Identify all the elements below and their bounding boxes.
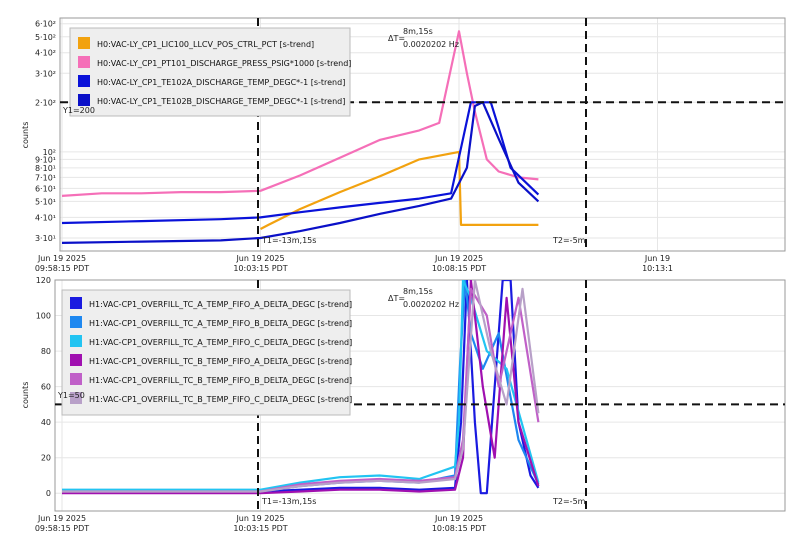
x-tick-label-date: Jun 19 2025 [235, 254, 284, 263]
top-delta-value: 8m,15s [403, 27, 433, 36]
y-tick-label: 100 [36, 312, 51, 321]
top-delta-freq: 0.0020202 Hz [403, 40, 459, 49]
legend-entry[interactable]: H1:VAC-CP1_OVERFILL_TC_B_TEMP_FIFO_C_DEL… [89, 395, 352, 404]
series-line-6 [62, 280, 540, 493]
bottom-delta-value: 8m,15s [403, 287, 433, 296]
bottom-t1-label: T1=-13m,15s [261, 497, 316, 506]
y-tick-label: 4·10¹ [35, 213, 56, 222]
x-tick-label-time: 10:03:15 PDT [233, 524, 287, 533]
y-tick-label: 7·10¹ [35, 173, 56, 182]
bottom-y-cursor-label: Y1=50 [57, 391, 85, 400]
y-tick-label: 60 [41, 383, 51, 392]
x-tick-label-date: Jun 19 2025 [37, 254, 86, 263]
y-tick-label: 2·10² [35, 98, 56, 107]
bottom-plot-frame [54, 279, 786, 512]
series-line-1 [259, 150, 539, 230]
x-tick-label-date: Jun 19 2025 [434, 254, 483, 263]
y-tick-label: 120 [36, 276, 51, 285]
legend-swatch [78, 56, 90, 68]
y-tick-label: 80 [41, 347, 51, 356]
legend-entry[interactable]: H0:VAC-LY_CP1_TE102A_DISCHARGE_TEMP_DEGC… [97, 78, 345, 87]
legend-entry[interactable]: H1:VAC-CP1_OVERFILL_TC_B_TEMP_FIFO_B_DEL… [89, 376, 352, 385]
x-tick-label-time: 10:03:15 PDT [233, 264, 287, 273]
top-y-cursor-label: Y1=200 [62, 106, 95, 115]
bottom-y-axis-label: counts [21, 382, 30, 409]
bottom-legend-box [61, 289, 351, 416]
top-t2-label: T2=-5m [552, 236, 586, 245]
x-tick-label-time: 10:08:15 PDT [432, 524, 486, 533]
x-tick-label-date: Jun 19 2025 [235, 514, 284, 523]
legend-entry[interactable]: H1:VAC-CP1_OVERFILL_TC_A_TEMP_FIFO_B_DEL… [89, 319, 352, 328]
x-tick-label-time: 09:58:15 PDT [35, 524, 89, 533]
x-tick-label-date: Jun 19 2025 [434, 514, 483, 523]
legend-swatch [70, 297, 82, 309]
x-tick-label-time: 09:58:15 PDT [35, 264, 89, 273]
y-tick-label: 6·10¹ [35, 184, 56, 193]
y-tick-label: 6·10² [35, 20, 56, 29]
legend-swatch [70, 335, 82, 347]
y-tick-label: 4·10² [35, 49, 56, 58]
legend-swatch [70, 392, 82, 404]
y-tick-label: 9·10¹ [35, 155, 56, 164]
x-tick-label-date: Jun 19 2025 [37, 514, 86, 523]
top-legend-box [69, 27, 351, 117]
bottom-series-lines [62, 280, 540, 495]
y-tick-label: 8·10¹ [35, 164, 56, 173]
legend-swatch [70, 354, 82, 366]
series-line-3 [62, 280, 540, 491]
top-plot-frame [59, 17, 786, 252]
top-t1-label: T1=-13m,15s [261, 236, 316, 245]
top-delta-label: ΔT= [388, 34, 405, 43]
legend-entry[interactable]: H0:VAC-LY_CP1_PT101_DISCHARGE_PRESS_PSIG… [97, 59, 351, 68]
y-tick-label: 5·10² [35, 33, 56, 42]
series-line-2 [61, 30, 539, 197]
bottom-legend[interactable]: H1:VAC-CP1_OVERFILL_TC_A_TEMP_FIFO_A_DEL… [61, 289, 352, 416]
x-tick-label-time: 10:13:1 [642, 264, 673, 273]
legend-entry[interactable]: H0:VAC-LY_CP1_LIC100_LLCV_POS_CTRL_PCT [… [97, 40, 314, 49]
legend-swatch [70, 373, 82, 385]
bottom-t2-label: T2=-5m [552, 497, 586, 506]
top-y-axis-label: counts [21, 122, 30, 149]
legend-entry[interactable]: H1:VAC-CP1_OVERFILL_TC_A_TEMP_FIFO_C_DEL… [89, 338, 352, 347]
legend-swatch [70, 316, 82, 328]
y-tick-label: 5·10¹ [35, 197, 56, 206]
bottom-delta-label: ΔT= [388, 294, 405, 303]
bottom-y-tick-labels: 0 20 40 60 80 100 120 [36, 276, 51, 498]
top-legend[interactable]: H0:VAC-LY_CP1_LIC100_LLCV_POS_CTRL_PCT [… [69, 27, 351, 117]
legend-entry[interactable]: H0:VAC-LY_CP1_TE102B_DISCHARGE_TEMP_DEGC… [97, 97, 345, 106]
series-line-4 [61, 101, 540, 244]
x-tick-label-date: Jun 19 [644, 254, 670, 263]
y-tick-label: 40 [41, 418, 51, 427]
legend-swatch [78, 94, 90, 106]
y-tick-label: 10² [43, 148, 56, 157]
x-tick-label-time: 10:08:15 PDT [432, 264, 486, 273]
series-line-3 [61, 101, 540, 225]
y-tick-label: 3·10¹ [35, 234, 56, 243]
y-tick-label: 3·10² [35, 69, 56, 78]
bottom-delta-freq: 0.0020202 Hz [403, 300, 459, 309]
y-tick-label: 20 [41, 454, 51, 463]
legend-swatch [78, 37, 90, 49]
legend-swatch [78, 75, 90, 87]
y-tick-label: 0 [46, 489, 51, 498]
series-line-4 [62, 280, 540, 495]
legend-entry[interactable]: H1:VAC-CP1_OVERFILL_TC_A_TEMP_FIFO_A_DEL… [89, 300, 352, 309]
legend-entry[interactable]: H1:VAC-CP1_OVERFILL_TC_B_TEMP_FIFO_A_DEL… [89, 357, 352, 366]
top-series-lines [61, 30, 540, 244]
